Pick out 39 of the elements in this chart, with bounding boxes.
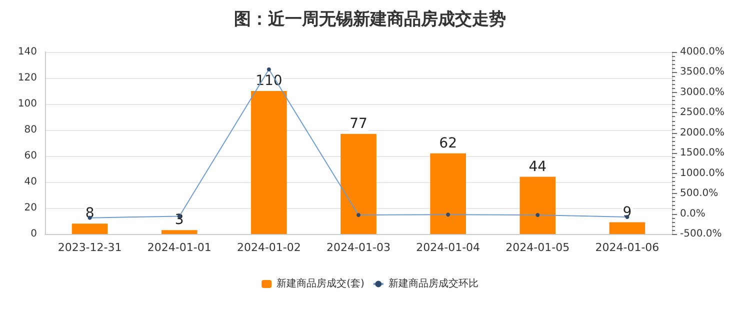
bar <box>72 224 108 234</box>
y-tick-label: 60 <box>24 150 37 162</box>
y-tick-label: 120 <box>18 72 37 84</box>
y2-tick-label: 500.0% <box>680 188 718 200</box>
y2-tick-label: 1000.0% <box>680 168 724 179</box>
data-label: 62 <box>439 135 457 152</box>
bar <box>609 222 646 234</box>
x-tick-label: 2024-01-06 <box>595 241 660 254</box>
y2-tick-label: 4000.0% <box>680 46 724 58</box>
y2-tick-label: -500.0% <box>680 228 722 240</box>
x-tick-label: 2023-12-31 <box>58 241 122 254</box>
chart-title: 图：近一周无锡新建商品房成交走势 <box>234 10 506 30</box>
bar <box>430 153 466 234</box>
y-tick-label: 80 <box>24 124 37 136</box>
y2-tick-label: 2000.0% <box>680 127 724 138</box>
y2-tick-label: 1500.0% <box>680 148 724 159</box>
y2-tick-label: 2500.0% <box>680 107 724 118</box>
y2-tick-label: 0.0% <box>680 208 706 220</box>
y-tick-label: 0 <box>30 228 37 240</box>
x-tick-label: 2024-01-03 <box>326 241 390 254</box>
y-tick-label: 140 <box>18 46 37 58</box>
bar <box>520 176 556 234</box>
bar <box>251 91 287 234</box>
bar <box>161 230 198 234</box>
bar <box>340 134 376 234</box>
y-tick-label: 20 <box>24 202 37 214</box>
data-label: 77 <box>350 116 368 132</box>
y2-tick-label: 3500.0% <box>680 66 724 78</box>
y-tick-label: 40 <box>24 176 37 188</box>
x-tick-label: 2024-01-04 <box>416 241 480 254</box>
x-tick-label: 2024-01-01 <box>147 241 212 254</box>
data-label: 3 <box>174 212 184 228</box>
legend-label: 新建商品房成交环比 <box>388 278 478 290</box>
y2-tick-label: 3000.0% <box>680 86 724 98</box>
y-tick-label: 100 <box>18 98 37 110</box>
data-label: 44 <box>528 158 547 175</box>
legend-label: 新建商品房成交(套) <box>276 278 364 290</box>
x-tick-label: 2024-01-02 <box>236 241 301 254</box>
x-tick-label: 2024-01-05 <box>506 241 570 254</box>
